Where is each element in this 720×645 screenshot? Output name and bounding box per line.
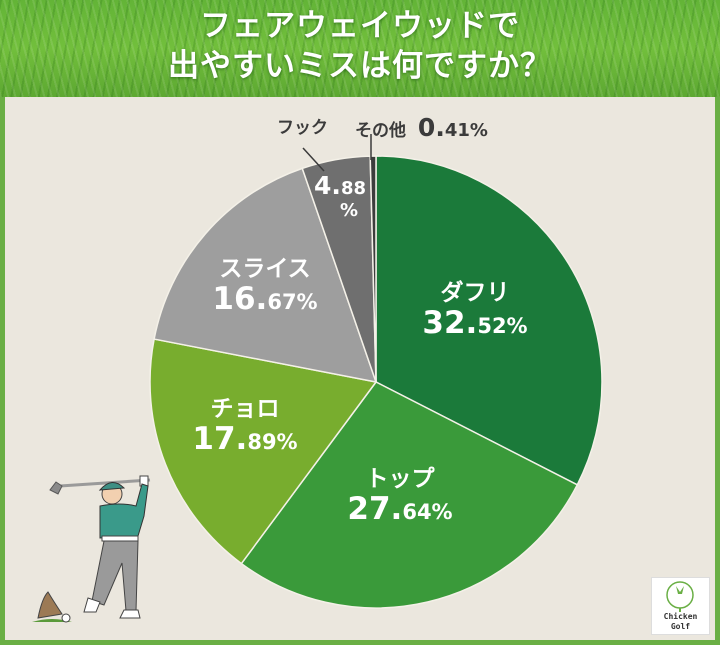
pie-slice-dafuri xyxy=(375,155,603,486)
chart-title: フェアウェイウッドで 出やすいミスは何ですか？ xyxy=(0,6,720,86)
title-line-1: フェアウェイウッドで xyxy=(200,8,520,44)
logo-text-golf: Golf xyxy=(670,622,691,631)
title-line-2: 出やすいミスは何ですか？ xyxy=(168,48,552,84)
label-slice: スライス 16.67% xyxy=(212,256,318,318)
hook-leader-line xyxy=(302,147,325,172)
logo-text-chicken: Chicken xyxy=(663,612,698,621)
header-banner: フェアウェイウッドで 出やすいミスは何ですか？ xyxy=(0,0,720,97)
label-choro: チョロ 17.89% xyxy=(192,396,298,458)
chicken-icon xyxy=(666,581,694,612)
label-other: その他 0.41% xyxy=(355,113,488,142)
pie-slice-top xyxy=(240,381,579,609)
label-top: トップ 27.64% xyxy=(347,466,453,528)
golfer-illustration xyxy=(32,475,151,623)
pie-slice-choro xyxy=(149,338,378,565)
label-dafuri: ダフリ 32.52% xyxy=(422,280,528,342)
pie-slices xyxy=(149,155,603,609)
label-hook-name: フック xyxy=(277,118,328,138)
chicken-golf-logo: Chicken Golf xyxy=(651,577,710,635)
pie-slice-other xyxy=(369,155,377,383)
label-hook-value: 4.88 % xyxy=(314,171,366,221)
